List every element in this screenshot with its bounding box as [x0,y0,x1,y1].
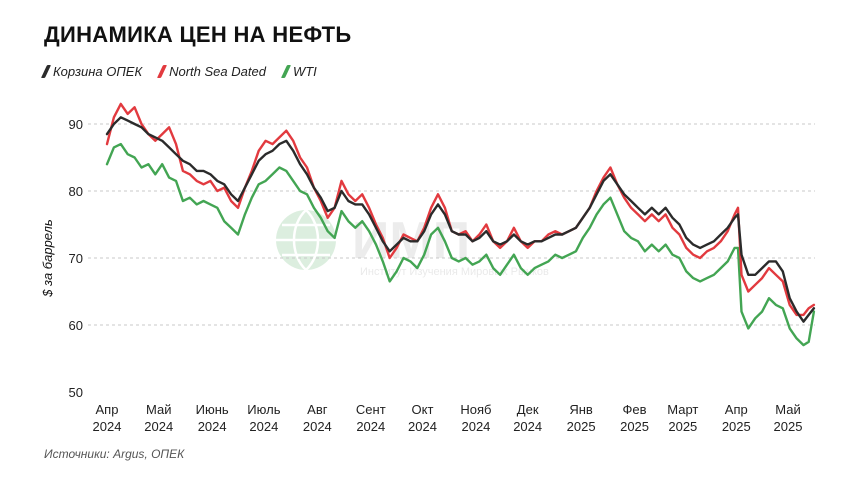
legend-item-wti: WTI [280,64,317,79]
x-tick-month: Май [775,402,800,417]
x-tick-month: Янв [569,402,593,417]
x-tick-month: Июль [247,402,280,417]
x-tick-year: 2024 [408,419,437,434]
series-line-north-sea-dated [105,102,816,317]
legend-label-opec: Корзина ОПЕК [53,64,143,79]
x-tick-year: 2025 [774,419,803,434]
grid [88,123,815,326]
x-tick-month: Апр [96,402,119,417]
watermark-caption: Институт Изучения Мировых Рынков [360,266,549,278]
y-tick-label: 50 [69,385,83,400]
x-tick-year: 2024 [93,419,122,434]
x-tick-year: 2025 [567,419,596,434]
x-tick-month: Май [146,402,171,417]
x-tick-month: Сент [356,402,386,417]
y-axis-label: $ за баррель [40,219,55,298]
legend-label-brent: North Sea Dated [169,64,266,79]
x-tick-month: Март [667,402,698,417]
x-tick-year: 2024 [461,419,490,434]
x-tick-month: Фев [623,402,647,417]
x-tick-year: 2024 [303,419,332,434]
x-tick-year: 2025 [668,419,697,434]
x-tick-year: 2024 [144,419,173,434]
x-tick-month: Апр [725,402,748,417]
y-tick-label: 60 [69,318,83,333]
x-tick-month: Июнь [196,402,229,417]
y-tick-label: 70 [69,251,83,266]
x-tick-year: 2024 [356,419,385,434]
series-group [105,102,816,347]
series-line-opec-basket [105,116,816,323]
y-tick-label: 80 [69,184,83,199]
x-tick-month: Дек [517,402,539,417]
x-tick-year: 2024 [198,419,227,434]
watermark-globe-lines [276,209,336,271]
watermark-globe-icon [276,210,336,270]
x-tick-year: 2025 [620,419,649,434]
y-tick-label: 90 [69,117,83,132]
series-line-wti [105,142,816,347]
legend: Корзина ОПЕК North Sea Dated WTI [40,64,317,79]
x-tick-year: 2024 [513,419,542,434]
legend-item-brent: North Sea Dated [157,64,266,79]
x-tick-month: Авг [307,402,328,417]
source-note: Источники: Argus, ОПЕК [44,447,185,461]
x-tick-month: Окт [412,402,434,417]
x-tick-year: 2025 [722,419,751,434]
watermark: ИМП Институт Изучения Мировых Рынков [276,209,549,278]
legend-label-wti: WTI [292,64,317,79]
x-tick-month: Нояб [460,402,491,417]
y-axis: 50 60 70 80 90 [69,117,83,400]
chart-title: ДИНАМИКА ЦЕН НА НЕФТЬ [44,22,352,47]
x-axis: Апр 2024 Май 2024 Июнь 2024 Июль 2024 Авг 2024 Сен… [93,402,803,434]
x-tick-year: 2024 [249,419,278,434]
legend-item-opec: Корзина ОПЕК [40,64,143,79]
